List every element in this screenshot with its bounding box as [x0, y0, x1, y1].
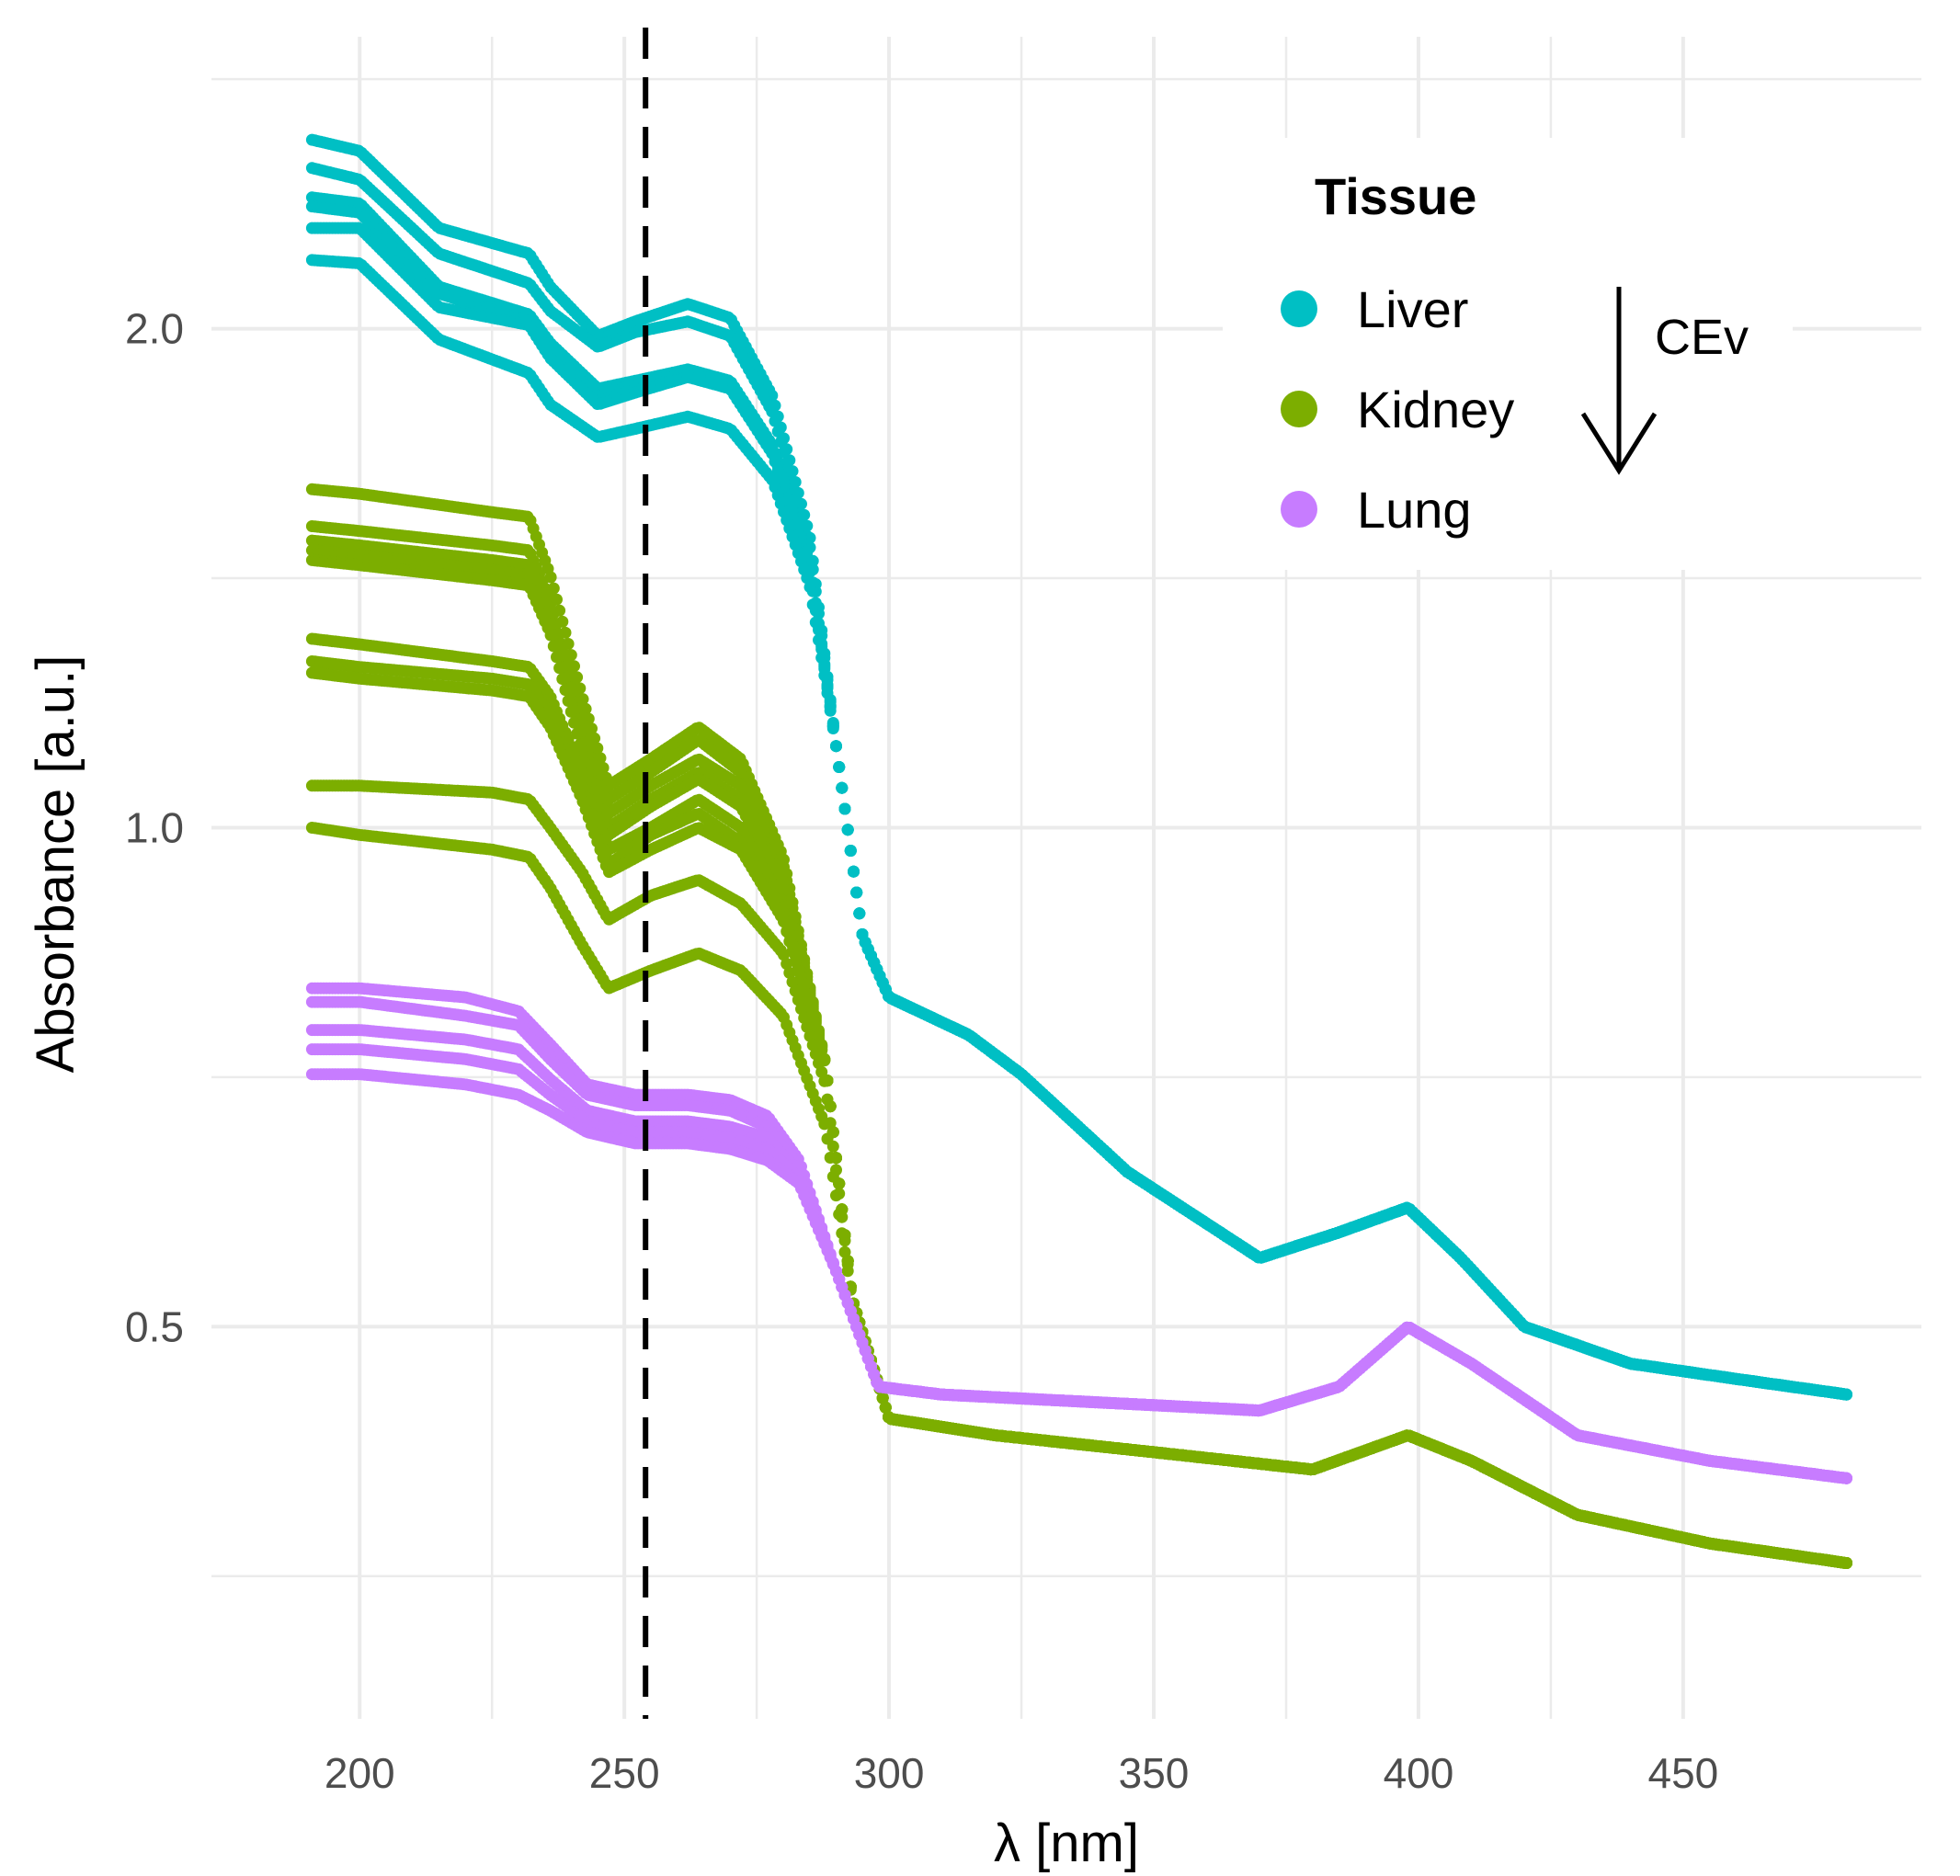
data-point [848, 865, 860, 878]
data-point [821, 687, 834, 699]
data-point [806, 598, 819, 611]
data-point [769, 415, 781, 427]
data-point [824, 704, 837, 717]
data-point [841, 824, 854, 836]
data-point [833, 761, 846, 773]
data-point [778, 446, 790, 459]
data-point [836, 781, 849, 794]
data-point [850, 886, 863, 899]
data-point [818, 669, 831, 682]
data-point [809, 616, 822, 629]
data-point [1840, 1388, 1852, 1401]
data-point [853, 907, 866, 920]
data-points [305, 133, 1852, 1569]
data-point [826, 722, 839, 734]
data-point [771, 426, 784, 438]
data-point [813, 633, 825, 646]
data-point [838, 802, 851, 815]
data-point [815, 652, 828, 665]
data-point [803, 581, 816, 594]
data-point [830, 740, 842, 753]
data-point [844, 845, 857, 857]
data-point [766, 405, 779, 418]
